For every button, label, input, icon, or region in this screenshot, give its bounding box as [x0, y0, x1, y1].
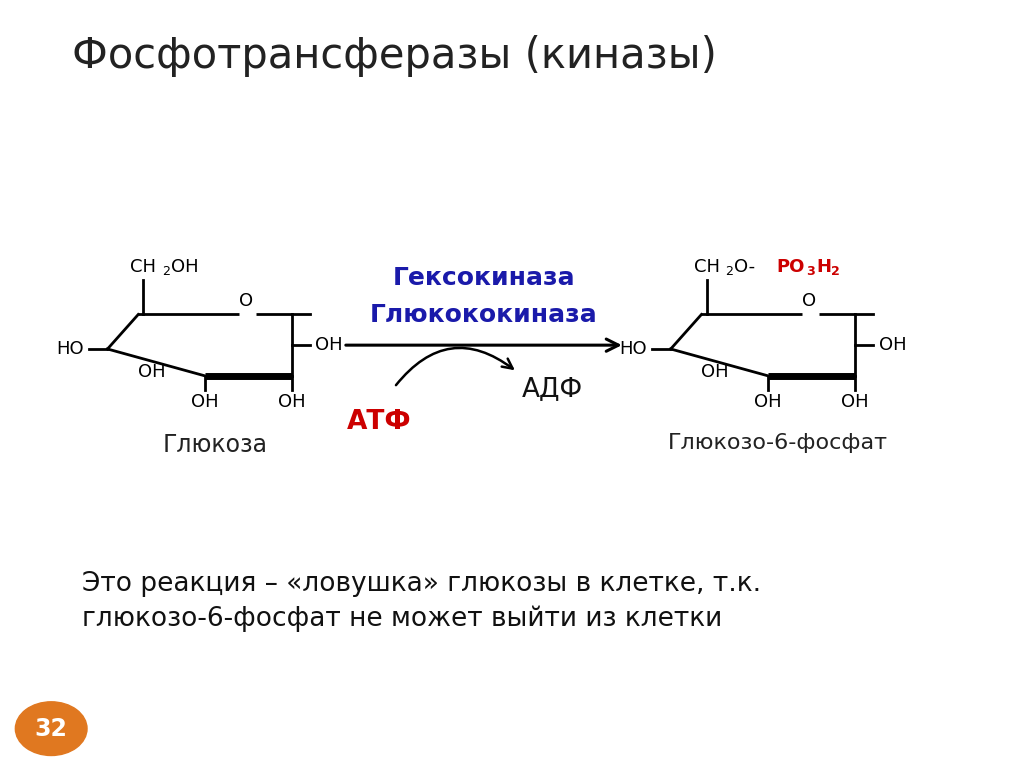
Text: Это реакция – «ловушка» глюкозы в клетке, т.к.: Это реакция – «ловушка» глюкозы в клетке…	[82, 571, 761, 597]
Text: OH: OH	[138, 363, 166, 380]
Text: O-: O-	[734, 258, 756, 276]
Text: H: H	[816, 258, 831, 276]
Text: OH: OH	[279, 393, 305, 410]
Text: АТФ: АТФ	[346, 409, 412, 435]
Text: 2: 2	[725, 265, 733, 278]
Text: 3: 3	[806, 265, 815, 278]
Text: Глюкоза: Глюкоза	[163, 433, 267, 457]
Text: 32: 32	[35, 716, 68, 741]
Text: глюкозо-6-фосфат не может выйти из клетки: глюкозо-6-фосфат не может выйти из клетк…	[82, 606, 722, 633]
Text: 2: 2	[162, 265, 170, 278]
Text: O: O	[239, 292, 253, 310]
Text: PO: PO	[776, 258, 805, 276]
Text: Глюкококиназа: Глюкококиназа	[370, 303, 598, 327]
Text: OH: OH	[171, 258, 199, 276]
Text: HO: HO	[56, 340, 84, 358]
Text: OH: OH	[879, 336, 906, 354]
Text: O: O	[802, 292, 816, 310]
Text: Глюкозо-6-фосфат: Глюкозо-6-фосфат	[669, 433, 888, 453]
Text: OH: OH	[842, 393, 868, 410]
Text: Гексокиназа: Гексокиназа	[392, 266, 575, 290]
Text: OH: OH	[701, 363, 729, 380]
Circle shape	[15, 702, 87, 755]
Text: OH: OH	[315, 336, 343, 354]
Text: OH: OH	[191, 393, 218, 410]
Text: CH: CH	[693, 258, 720, 276]
Text: OH: OH	[755, 393, 781, 410]
Text: АДФ: АДФ	[522, 376, 584, 402]
Text: 2: 2	[831, 265, 841, 278]
Text: Фосфотрансферазы (киназы): Фосфотрансферазы (киназы)	[72, 35, 717, 77]
Text: CH: CH	[130, 258, 157, 276]
Text: HO: HO	[620, 340, 647, 358]
